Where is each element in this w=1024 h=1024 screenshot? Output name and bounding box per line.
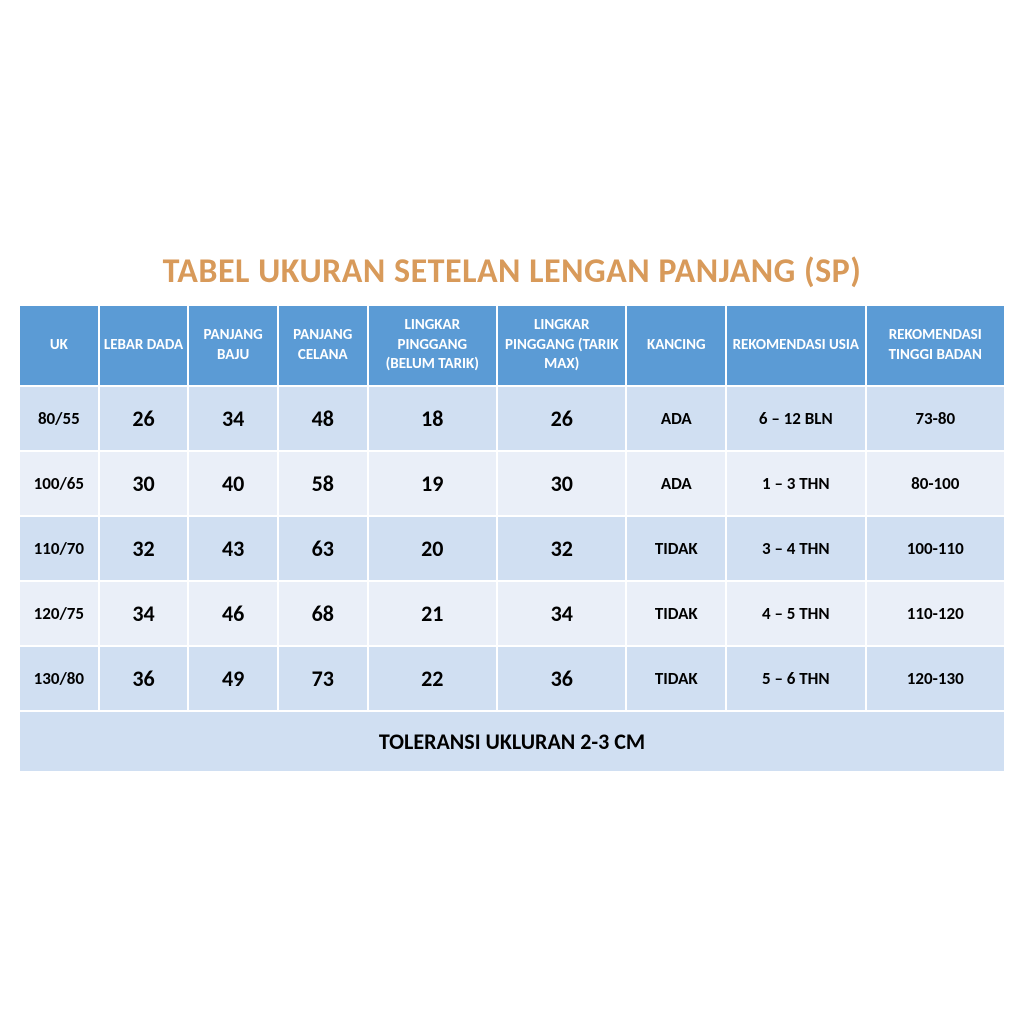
cell-pbaju: 49	[188, 646, 278, 711]
col-ling2: LINGKAR PINGGANG (TARIK MAX)	[497, 305, 626, 386]
cell-uk: 80/55	[19, 386, 99, 451]
cell-usia: 3 – 4 THN	[726, 516, 865, 581]
cell-ling1: 18	[368, 386, 497, 451]
cell-usia: 1 – 3 THN	[726, 451, 865, 516]
col-pcelana: PANJANG CELANA	[278, 305, 368, 386]
table-footer-row: TOLERANSI UKLURAN 2-3 CM	[19, 711, 1005, 772]
table-row: 80/55 26 34 48 18 26 ADA 6 – 12 BLN 73-8…	[19, 386, 1005, 451]
cell-uk: 100/65	[19, 451, 99, 516]
cell-lebar: 36	[99, 646, 189, 711]
table-header-row: UK LEBAR DADA PANJANG BAJU PANJANG CELAN…	[19, 305, 1005, 386]
cell-kancing: TIDAK	[626, 581, 726, 646]
col-ling1: LINGKAR PINGGANG (BELUM TARIK)	[368, 305, 497, 386]
cell-pcelana: 68	[278, 581, 368, 646]
cell-usia: 5 – 6 THN	[726, 646, 865, 711]
cell-uk: 110/70	[19, 516, 99, 581]
col-pbaju: PANJANG BAJU	[188, 305, 278, 386]
cell-ling1: 19	[368, 451, 497, 516]
cell-ling1: 20	[368, 516, 497, 581]
cell-lebar: 32	[99, 516, 189, 581]
cell-lebar: 26	[99, 386, 189, 451]
col-kancing: KANCING	[626, 305, 726, 386]
cell-lebar: 30	[99, 451, 189, 516]
cell-usia: 4 – 5 THN	[726, 581, 865, 646]
cell-pcelana: 58	[278, 451, 368, 516]
cell-pbaju: 46	[188, 581, 278, 646]
cell-ling1: 22	[368, 646, 497, 711]
table-row: 120/75 34 46 68 21 34 TIDAK 4 – 5 THN 11…	[19, 581, 1005, 646]
col-uk: UK	[19, 305, 99, 386]
table-row: 130/80 36 49 73 22 36 TIDAK 5 – 6 THN 12…	[19, 646, 1005, 711]
cell-ling2: 26	[497, 386, 626, 451]
col-usia: REKOMENDASI USIA	[726, 305, 865, 386]
cell-ling2: 34	[497, 581, 626, 646]
cell-pcelana: 48	[278, 386, 368, 451]
cell-pbaju: 40	[188, 451, 278, 516]
cell-ling1: 21	[368, 581, 497, 646]
cell-uk: 120/75	[19, 581, 99, 646]
cell-pcelana: 63	[278, 516, 368, 581]
cell-pbaju: 43	[188, 516, 278, 581]
cell-tinggi: 100-110	[866, 516, 1006, 581]
table-row: 100/65 30 40 58 19 30 ADA 1 – 3 THN 80-1…	[19, 451, 1005, 516]
cell-tinggi: 110-120	[866, 581, 1006, 646]
cell-lebar: 34	[99, 581, 189, 646]
cell-tinggi: 73-80	[866, 386, 1006, 451]
cell-kancing: TIDAK	[626, 646, 726, 711]
cell-ling2: 36	[497, 646, 626, 711]
cell-tinggi: 80-100	[866, 451, 1006, 516]
col-lebar: LEBAR DADA	[99, 305, 189, 386]
table-title: TABEL UKURAN SETELAN LENGAN PANJANG (SP)	[18, 251, 1006, 292]
col-tinggi: REKOMENDASI TINGGI BADAN	[866, 305, 1006, 386]
cell-uk: 130/80	[19, 646, 99, 711]
cell-usia: 6 – 12 BLN	[726, 386, 865, 451]
cell-pbaju: 34	[188, 386, 278, 451]
cell-pcelana: 73	[278, 646, 368, 711]
footer-note: TOLERANSI UKLURAN 2-3 CM	[19, 711, 1005, 772]
cell-kancing: TIDAK	[626, 516, 726, 581]
cell-ling2: 30	[497, 451, 626, 516]
cell-tinggi: 120-130	[866, 646, 1006, 711]
table-row: 110/70 32 43 63 20 32 TIDAK 3 – 4 THN 10…	[19, 516, 1005, 581]
cell-ling2: 32	[497, 516, 626, 581]
size-table: UK LEBAR DADA PANJANG BAJU PANJANG CELAN…	[18, 304, 1006, 773]
cell-kancing: ADA	[626, 386, 726, 451]
cell-kancing: ADA	[626, 451, 726, 516]
